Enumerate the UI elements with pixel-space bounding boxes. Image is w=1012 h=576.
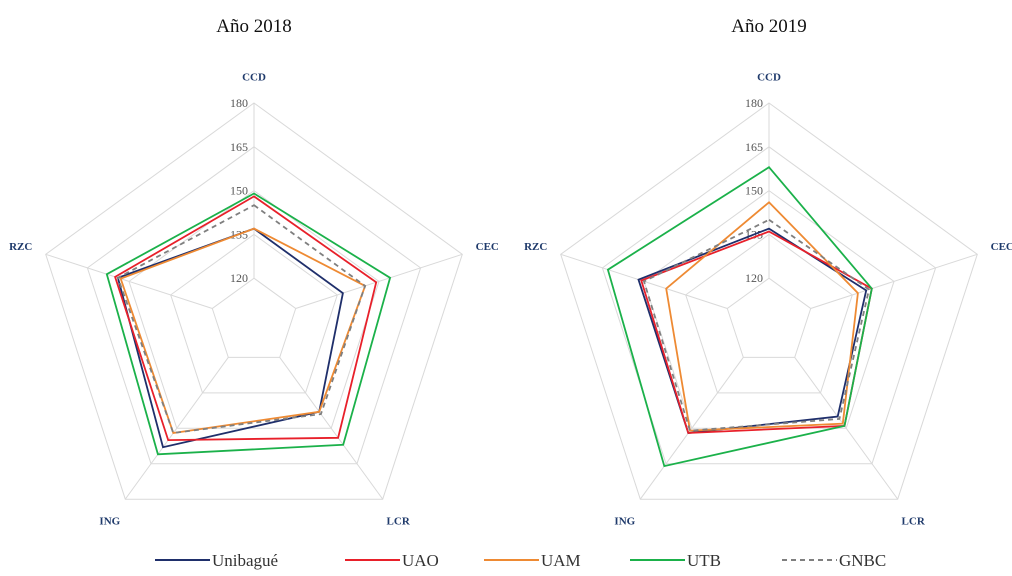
tick-label: 120: [745, 271, 763, 285]
series-line-uam: [119, 227, 367, 434]
grid-spoke: [45, 253, 213, 309]
tick-label: 180: [745, 96, 763, 110]
legend-label: UTB: [687, 551, 721, 570]
tick-label: 120: [230, 271, 248, 285]
series-line-uao: [114, 195, 378, 442]
chart-title-2018: Año 2018: [216, 16, 291, 37]
series-line-gnbc: [116, 204, 367, 434]
grid-ring: [86, 146, 422, 465]
grid-spoke: [639, 357, 744, 500]
legend-label: UAO: [402, 551, 439, 570]
grid-spoke: [124, 357, 229, 500]
grid-ring: [45, 102, 463, 500]
grid-spoke: [794, 357, 899, 500]
grid-ring: [643, 189, 895, 429]
grid-ring: [170, 233, 338, 394]
axis-label-ccd: CCD: [242, 72, 266, 84]
series-line-uao: [640, 230, 873, 434]
tick-label: 150: [230, 184, 248, 198]
axis-label-rzc: RZC: [524, 241, 547, 253]
grid-ring: [560, 102, 978, 500]
tick-label: 165: [230, 140, 248, 154]
legend-label: UAM: [541, 551, 581, 570]
grid-spoke: [295, 253, 463, 309]
legend-label: Unibagué: [212, 551, 278, 570]
grid-spoke: [279, 357, 384, 500]
tick-label: 150: [745, 184, 763, 198]
axis-label-ccd: CCD: [757, 72, 781, 84]
grid-ring: [685, 233, 853, 394]
axis-label-ing: ING: [614, 515, 635, 527]
legend: Unibagué UAO UAM UTB GNBC: [155, 551, 886, 570]
axis-label-lcr: LCR: [387, 515, 411, 527]
series-line-gnbc: [642, 218, 871, 432]
series-line-unibagu-: [116, 227, 344, 449]
tick-label: 180: [230, 96, 248, 110]
axis-label-cec: CEC: [991, 241, 1012, 253]
axis-label-ing: ING: [99, 515, 120, 527]
axis-label-rzc: RZC: [9, 241, 32, 253]
grid-spoke: [810, 253, 978, 309]
axis-label-cec: CEC: [476, 241, 499, 253]
grid-ring: [726, 277, 812, 358]
legend-label: GNBC: [839, 551, 886, 570]
grid-ring: [211, 277, 297, 358]
tick-label: 165: [745, 140, 763, 154]
grid-ring: [601, 146, 937, 465]
axis-label-lcr: LCR: [902, 515, 926, 527]
chart-title-2019: Año 2019: [731, 16, 806, 37]
series-line-utb: [105, 192, 392, 456]
series-line-uam: [665, 201, 859, 432]
series-line-utb: [606, 166, 873, 468]
series-line-unibagu-: [637, 227, 868, 434]
